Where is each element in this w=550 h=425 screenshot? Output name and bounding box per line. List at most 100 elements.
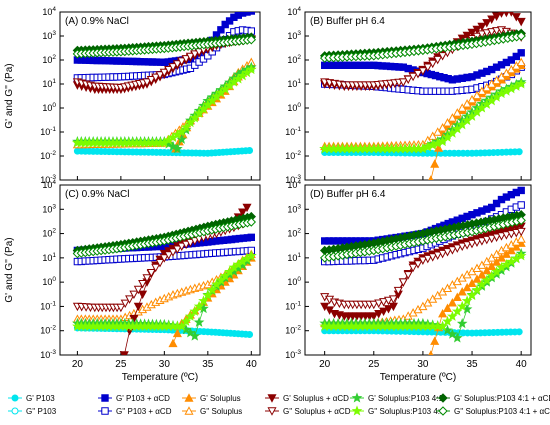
series-g2_sp xyxy=(319,250,527,331)
y-tick-label: 102 xyxy=(287,54,301,65)
y-tick-label: 101 xyxy=(42,252,56,263)
y-tick-base: 10 xyxy=(40,175,50,185)
legend-marker xyxy=(101,407,109,415)
y-tick-base: 10 xyxy=(287,55,297,65)
data-point xyxy=(438,249,448,259)
data-point xyxy=(142,274,152,283)
data-point xyxy=(447,310,458,321)
data-point xyxy=(190,50,200,59)
panel-label: (D) Buffer pH 6.4 xyxy=(310,189,386,200)
data-point xyxy=(116,303,126,313)
legend-label: G' Soluplus:P103 4:1 xyxy=(368,394,443,403)
data-point xyxy=(515,78,527,89)
data-point xyxy=(176,126,188,137)
y-tick-label: 10-2 xyxy=(40,150,56,161)
legend-item-g1_sol: G' Soluplus xyxy=(182,393,241,403)
data-point xyxy=(462,99,472,108)
data-point xyxy=(487,15,497,24)
y-tick-label: 101 xyxy=(42,78,56,89)
data-point xyxy=(477,270,487,279)
data-point xyxy=(369,312,379,321)
data-point xyxy=(193,300,205,311)
data-point xyxy=(164,65,174,75)
legend-label: G' P103 + αCD xyxy=(116,394,170,403)
x-axis-label: Temperature (ºC) xyxy=(122,372,198,383)
y-tick-label: 10-3 xyxy=(285,174,301,185)
data-point xyxy=(151,263,161,273)
data-point xyxy=(238,208,248,217)
y-tick-exp: 3 xyxy=(52,203,56,210)
y-tick-base: 10 xyxy=(287,229,297,239)
data-point xyxy=(413,69,423,79)
data-point xyxy=(451,332,463,343)
legend-item-g2_sp_acd: G'' Soluplus:P103 4:1 + αCD xyxy=(436,406,550,416)
data-point xyxy=(472,274,482,283)
data-point xyxy=(516,227,526,237)
data-point xyxy=(206,284,218,295)
data-point xyxy=(398,278,408,287)
data-point xyxy=(438,123,448,132)
series-group xyxy=(72,203,257,355)
x-tick-label: 20 xyxy=(72,359,84,370)
legend-marker xyxy=(101,394,109,402)
data-point xyxy=(482,265,492,275)
series-g2_sp_acd xyxy=(319,215,526,263)
series-g2_sp xyxy=(319,78,527,154)
series-g2_sp xyxy=(72,250,257,331)
data-point xyxy=(164,251,174,260)
legend: G' P103 G'' P103 G' P103 + αCD G'' P103 + α… xyxy=(8,392,550,416)
y-tick-label: 100 xyxy=(287,102,301,113)
data-point xyxy=(180,121,192,132)
data-point xyxy=(442,303,453,312)
y-tick-exp: -1 xyxy=(295,300,301,307)
y-tick-label: 100 xyxy=(287,276,301,287)
legend-marker xyxy=(267,407,277,416)
legend-label: G' P103 xyxy=(26,394,55,403)
data-point xyxy=(133,302,143,312)
legend-label: G' Soluplus xyxy=(200,394,241,403)
data-point xyxy=(181,240,191,250)
data-point xyxy=(428,350,434,355)
data-point xyxy=(189,112,201,123)
y-tick-label: 104 xyxy=(42,179,56,190)
data-point xyxy=(246,146,254,154)
data-point xyxy=(516,215,526,226)
data-point xyxy=(428,253,438,262)
data-point xyxy=(456,300,468,311)
y-tick-base: 10 xyxy=(40,350,50,360)
data-point xyxy=(142,78,152,87)
series-g1_p103 xyxy=(73,146,254,157)
y-tick-exp: -3 xyxy=(295,349,301,356)
data-point xyxy=(155,259,165,268)
data-point xyxy=(177,57,187,66)
legend-item-g1_p103_acd: G' P103 + αCD xyxy=(98,394,170,403)
data-point xyxy=(176,320,188,331)
data-point xyxy=(185,52,195,62)
data-point xyxy=(462,241,472,250)
data-point xyxy=(133,285,143,295)
y-tick-exp: 3 xyxy=(297,203,301,210)
data-point xyxy=(168,338,178,348)
y-tick-base: 10 xyxy=(42,103,52,113)
data-point xyxy=(447,328,458,339)
data-point xyxy=(472,90,482,100)
y-tick-exp: -1 xyxy=(50,300,56,307)
legend-item-g1_sp: G' Soluplus:P103 4:1 xyxy=(350,392,443,403)
y-tick-label: 102 xyxy=(42,228,56,239)
data-point xyxy=(482,19,492,28)
y-tick-exp: 0 xyxy=(52,102,56,109)
data-point xyxy=(177,242,187,252)
panel-label: (C) 0.9% NaCl xyxy=(65,189,129,200)
y-tick-base: 10 xyxy=(287,204,297,214)
y-tick-base: 10 xyxy=(285,151,295,161)
legend-marker xyxy=(11,407,19,415)
y-tick-label: 103 xyxy=(287,203,301,214)
y-tick-exp: 4 xyxy=(52,179,56,186)
data-point xyxy=(472,25,482,35)
data-point xyxy=(467,28,477,38)
data-point xyxy=(492,27,502,36)
legend-item-g1_sp_acd: G' Soluplus:P103 4:1 + αCD xyxy=(436,393,550,403)
y-tick-exp: 2 xyxy=(297,228,301,235)
data-point xyxy=(467,94,477,104)
